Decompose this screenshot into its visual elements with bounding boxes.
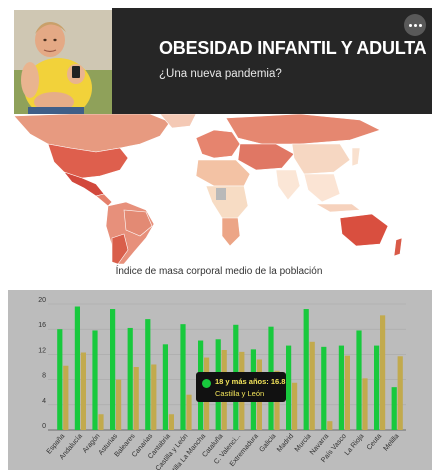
bar-green[interactable] bbox=[57, 329, 63, 430]
bar-gold[interactable] bbox=[344, 355, 350, 430]
bar-gold[interactable] bbox=[397, 356, 403, 430]
x-tick-label: La Rioja bbox=[344, 433, 366, 457]
bar-green[interactable] bbox=[162, 344, 168, 430]
bar-green[interactable] bbox=[145, 319, 151, 430]
header-title-box: OBESIDAD INFANTIL Y ADULTA ¿Una nueva pa… bbox=[112, 8, 432, 114]
bar-gold[interactable] bbox=[186, 394, 192, 430]
map-china bbox=[291, 143, 351, 175]
bar-green[interactable] bbox=[92, 330, 98, 430]
bar-gold[interactable] bbox=[80, 352, 86, 430]
bar-gold[interactable] bbox=[116, 379, 122, 430]
map-caption: Índice de masa corporal medio de la pobl… bbox=[115, 266, 323, 277]
bar-green[interactable] bbox=[180, 324, 186, 430]
y-tick-label: 20 bbox=[38, 297, 46, 304]
bar-gold[interactable] bbox=[380, 315, 386, 430]
map-new-zealand bbox=[393, 237, 403, 257]
bar-gold[interactable] bbox=[327, 421, 333, 430]
more-dots-icon bbox=[408, 23, 412, 27]
y-tick-label: 0 bbox=[42, 423, 46, 430]
bar-green[interactable] bbox=[391, 387, 397, 430]
header-photo bbox=[14, 10, 112, 114]
map-australia bbox=[339, 213, 389, 247]
map-japan bbox=[351, 147, 361, 167]
y-tick-label: 16 bbox=[38, 322, 46, 329]
bar-green[interactable] bbox=[127, 327, 133, 430]
bar-gold[interactable] bbox=[309, 341, 315, 430]
map-india bbox=[275, 169, 301, 201]
page-title: OBESIDAD INFANTIL Y ADULTA bbox=[159, 38, 427, 58]
bar-gold[interactable] bbox=[362, 378, 368, 430]
page-subtitle: ¿Una nueva pandemia? bbox=[159, 68, 282, 80]
bar-gold[interactable] bbox=[168, 414, 174, 430]
map-europe bbox=[195, 129, 241, 159]
tooltip-series-dot bbox=[202, 379, 211, 388]
map-russia bbox=[225, 114, 381, 145]
map-africa-central bbox=[205, 185, 249, 221]
bar-green[interactable] bbox=[74, 306, 80, 430]
world-map[interactable] bbox=[0, 114, 438, 264]
more-options-button[interactable] bbox=[404, 14, 426, 36]
bar-gold[interactable] bbox=[151, 364, 157, 430]
bar-gold[interactable] bbox=[63, 365, 69, 430]
map-brazil bbox=[123, 209, 153, 237]
map-argentina bbox=[111, 233, 129, 264]
bar-green[interactable] bbox=[338, 345, 344, 430]
map-africa-north bbox=[195, 159, 251, 187]
map-no-data bbox=[216, 188, 226, 200]
x-tick-label: Melilla bbox=[383, 433, 401, 453]
bar-gold[interactable] bbox=[292, 382, 298, 430]
bar-green[interactable] bbox=[374, 345, 380, 430]
map-southeast-asia bbox=[303, 173, 341, 203]
x-tick-label: Galicia bbox=[258, 433, 277, 454]
bar-green[interactable] bbox=[286, 345, 292, 430]
map-usa bbox=[47, 143, 129, 179]
map-indonesia bbox=[314, 203, 361, 213]
tooltip-region: Castilla y León bbox=[215, 389, 265, 398]
x-tick-label: Madrid bbox=[276, 433, 295, 454]
map-central-asia bbox=[237, 143, 295, 171]
header: OBESIDAD INFANTIL Y ADULTA ¿Una nueva pa… bbox=[0, 0, 438, 114]
bar-green[interactable] bbox=[356, 330, 362, 430]
bar-green[interactable] bbox=[110, 309, 116, 430]
chart-tooltip: 18 y más años: 16.8 Castilla y León bbox=[196, 372, 286, 402]
map-canada bbox=[13, 114, 171, 153]
map-greenland bbox=[159, 114, 197, 129]
map-africa-south bbox=[221, 217, 241, 247]
bar-green[interactable] bbox=[321, 346, 327, 430]
tooltip-value: 18 y más años: 16.8 bbox=[215, 377, 286, 386]
bar-gold[interactable] bbox=[133, 367, 139, 430]
y-tick-label: 4 bbox=[42, 398, 46, 405]
y-tick-label: 12 bbox=[38, 347, 46, 354]
bar-gold[interactable] bbox=[98, 414, 104, 430]
bar-green[interactable] bbox=[303, 309, 309, 430]
y-tick-label: 8 bbox=[42, 373, 46, 380]
map-central-america bbox=[95, 193, 113, 207]
x-tick-label: Ceuta bbox=[366, 433, 383, 452]
